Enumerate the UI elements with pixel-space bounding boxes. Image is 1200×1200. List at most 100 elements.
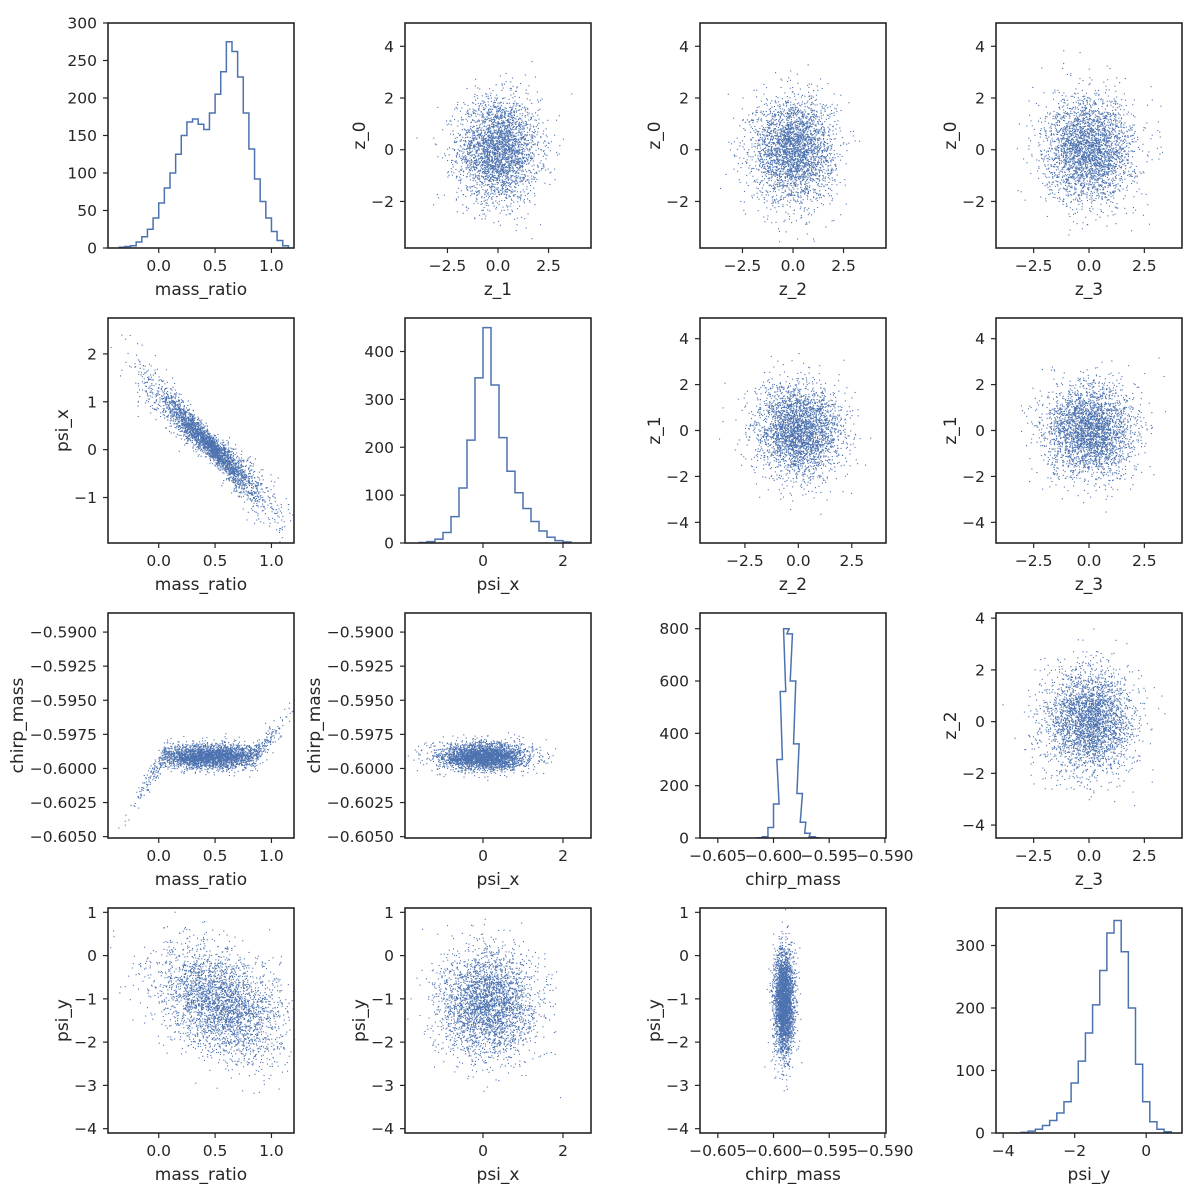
scatter-point [800, 129, 802, 131]
scatter-point [791, 168, 793, 170]
scatter-point [787, 120, 789, 122]
scatter-point [804, 144, 806, 146]
scatter-point [790, 121, 792, 123]
scatter-point [521, 149, 523, 151]
scatter-point [484, 218, 486, 220]
scatter-point [500, 163, 502, 165]
scatter-point [808, 182, 810, 184]
scatter-point [754, 125, 756, 127]
scatter-point [523, 122, 525, 124]
scatter-point [492, 196, 494, 198]
scatter-point [475, 151, 477, 153]
scatter-point [832, 179, 834, 181]
scatter-point [780, 128, 782, 130]
scatter-point [764, 147, 766, 149]
scatter-point [498, 108, 500, 110]
scatter-point [522, 136, 524, 138]
scatter-point [451, 174, 453, 176]
scatter-point [462, 162, 464, 164]
scatter-point [489, 164, 491, 166]
scatter-point [485, 195, 487, 197]
scatter-point [488, 180, 490, 182]
scatter-point [469, 152, 471, 154]
scatter-point [500, 162, 502, 164]
scatter-point [755, 112, 757, 114]
scatter-point [506, 188, 508, 190]
scatter-point [475, 190, 477, 192]
scatter-point [472, 139, 474, 141]
scatter-point [764, 152, 766, 154]
scatter-point [533, 155, 535, 157]
scatter-point [500, 170, 502, 172]
scatter-point [482, 136, 484, 138]
scatter-point [505, 128, 507, 130]
scatter-point [514, 143, 516, 145]
scatter-point [500, 193, 502, 195]
scatter-point [517, 167, 519, 169]
scatter-point [771, 117, 773, 119]
scatter-point [525, 123, 527, 125]
scatter-point [542, 122, 544, 124]
scatter-point [518, 131, 520, 133]
scatter-point [478, 191, 480, 193]
scatter-point [518, 138, 520, 140]
scatter-point [777, 186, 779, 188]
scatter-point [486, 174, 488, 176]
scatter-point [803, 151, 805, 153]
scatter-point [500, 127, 502, 129]
scatter-point [798, 131, 800, 133]
scatter-point [504, 107, 506, 109]
scatter-point [771, 138, 773, 140]
scatter-point [766, 98, 768, 100]
scatter-point [759, 153, 761, 155]
scatter-point [507, 124, 509, 126]
scatter-point [764, 151, 766, 153]
scatter-point [808, 135, 810, 137]
scatter-point [528, 182, 530, 184]
scatter-point [458, 156, 460, 158]
scatter-point [485, 137, 487, 139]
scatter-point [511, 144, 513, 146]
scatter-point [479, 145, 481, 147]
scatter-point [505, 135, 507, 137]
scatter-point [475, 200, 477, 202]
scatter-point [513, 162, 515, 164]
scatter-point [463, 155, 465, 157]
scatter-point [834, 157, 836, 159]
scatter-point [450, 124, 452, 126]
scatter-point [814, 180, 816, 182]
scatter-point [811, 200, 813, 202]
scatter-point [487, 175, 489, 177]
scatter-point [487, 150, 489, 152]
scatter-point [504, 138, 506, 140]
scatter-point [821, 164, 823, 166]
scatter-point [490, 155, 492, 157]
scatter-point [803, 124, 805, 126]
scatter-point [775, 102, 777, 104]
scatter-point [814, 143, 816, 145]
scatter-point [807, 100, 809, 102]
scatter-point [777, 111, 779, 113]
scatter-point [509, 132, 511, 134]
scatter-point [827, 83, 829, 85]
scatter-point [522, 158, 524, 160]
scatter-point [812, 137, 814, 139]
scatter-point [510, 160, 512, 162]
scatter-point [542, 165, 544, 167]
scatter-point [514, 183, 516, 185]
scatter-point [464, 137, 466, 139]
scatter-point [534, 76, 536, 78]
scatter-point [458, 179, 460, 181]
scatter-point [529, 200, 531, 202]
scatter-point [778, 141, 780, 143]
scatter-point [782, 165, 784, 167]
scatter-point [742, 120, 744, 122]
scatter-point [807, 164, 809, 166]
scatter-point [556, 119, 558, 121]
scatter-point [540, 99, 542, 101]
scatter-point [770, 154, 772, 156]
scatter-point [480, 165, 482, 167]
scatter-point [790, 101, 792, 103]
scatter-point [475, 137, 477, 139]
scatter-point [517, 197, 519, 199]
